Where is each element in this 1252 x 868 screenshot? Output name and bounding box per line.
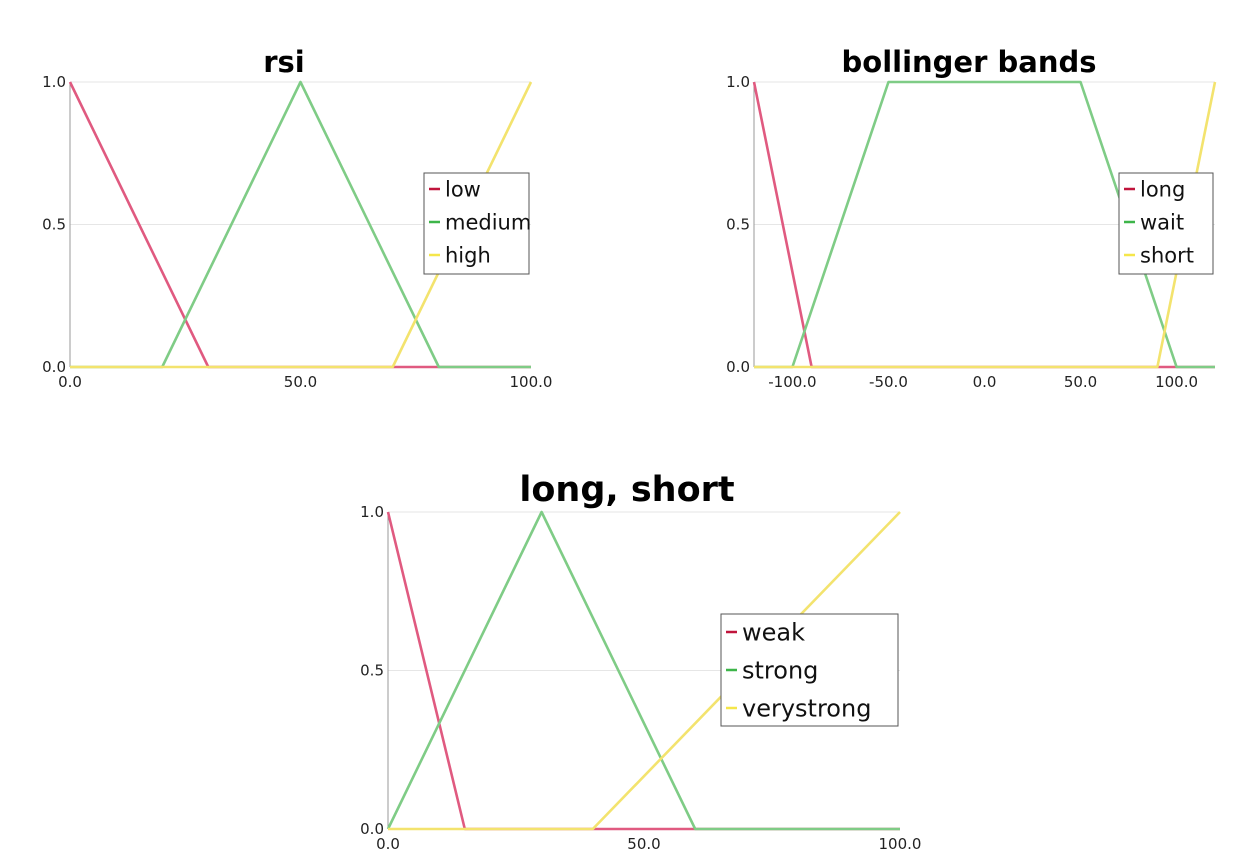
legend-box	[720, 613, 899, 727]
legend-label: low	[445, 178, 481, 202]
legend-label: strong	[742, 657, 818, 685]
legend-box	[423, 172, 530, 275]
x-tick-label: 0.0	[376, 835, 400, 853]
x-tick-label: 100.0	[1155, 373, 1198, 391]
x-tick-label: 100.0	[879, 835, 922, 853]
legend-label: verystrong	[742, 695, 871, 723]
chart-title: rsi	[263, 45, 305, 79]
legend-label: wait	[1140, 211, 1184, 235]
x-tick-label: 100.0	[510, 373, 553, 391]
y-tick-label: 1.0	[42, 73, 66, 91]
chart-3: 0.0 0.5 1.0 0.0 50.0 100.0 long, short weak stro…	[360, 470, 921, 853]
series-line-strong	[386, 510, 900, 831]
y-tick-label: 0.0	[42, 358, 66, 376]
x-tick-label: 50.0	[1064, 373, 1097, 391]
chart-1: 0.0 0.5 1.0 0.0 50.0 100.0 rsi low medium high	[42, 45, 552, 391]
y-tick-label: 1.0	[726, 73, 750, 91]
legend: weak strong verystrong	[720, 613, 899, 727]
legend-label: medium	[445, 211, 531, 235]
y-tick-label: 0.5	[42, 216, 66, 234]
y-tick-label: 1.0	[360, 503, 384, 521]
x-tick-label: 0.0	[973, 373, 997, 391]
legend: long wait short	[1118, 172, 1214, 275]
x-tick-label: -100.0	[768, 373, 816, 391]
legend: low medium high	[423, 172, 531, 275]
y-tick-label: 0.0	[360, 820, 384, 838]
chart-title: bollinger bands	[842, 45, 1097, 79]
legend-label: long	[1140, 178, 1185, 202]
x-tick-label: 0.0	[58, 373, 82, 391]
legend-label: weak	[742, 619, 805, 647]
chart-2: 0.0 0.5 1.0 -100.0 -50.0 0.0 50.0 100.0 bollinge…	[726, 45, 1217, 391]
y-tick-label: 0.5	[360, 662, 384, 680]
chart-title: long, short	[519, 470, 734, 510]
legend-label: short	[1140, 244, 1194, 268]
x-tick-label: 50.0	[627, 835, 660, 853]
x-tick-label: -50.0	[869, 373, 908, 391]
y-tick-label: 0.5	[726, 216, 750, 234]
x-tick-label: 50.0	[284, 373, 317, 391]
legend-label: high	[445, 244, 491, 268]
y-tick-label: 0.0	[726, 358, 750, 376]
